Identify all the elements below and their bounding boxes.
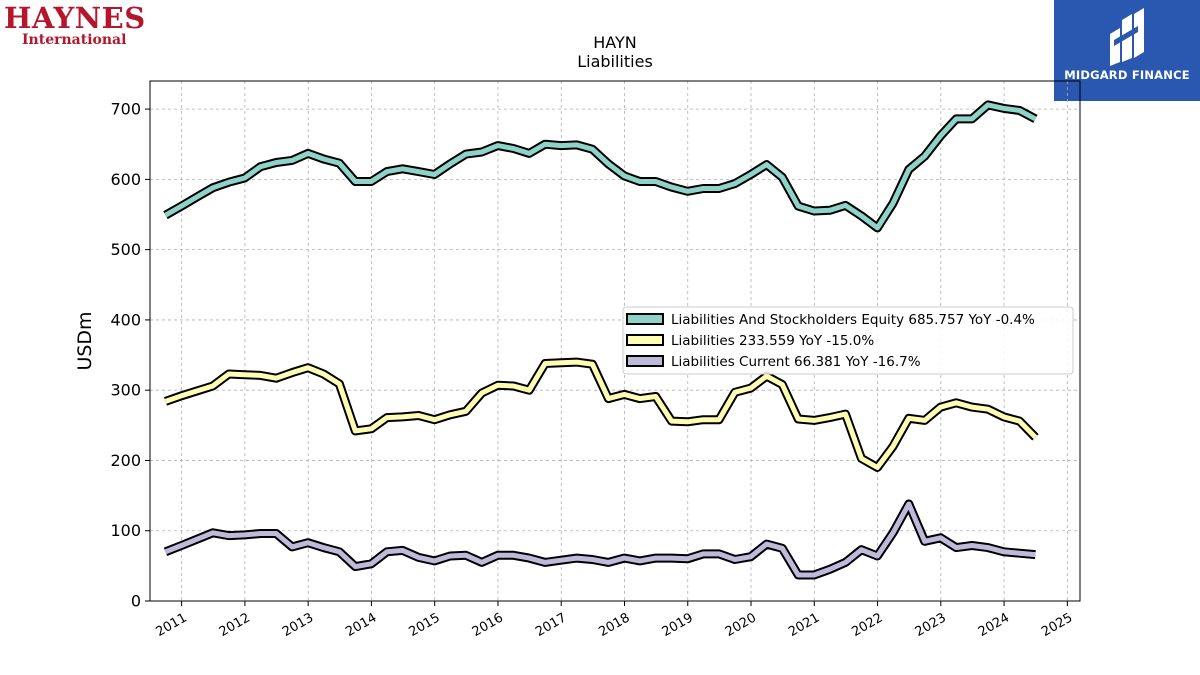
y-axis: 0 100 200 300 400 500 600 700 xyxy=(110,100,150,611)
y-tick-label: 600 xyxy=(110,170,141,189)
x-tick-label: 2025 xyxy=(1039,610,1075,640)
series-line xyxy=(164,102,1037,231)
legend-swatch xyxy=(626,355,664,367)
chart-title: HAYN xyxy=(593,33,636,52)
x-tick-label: 2017 xyxy=(533,610,569,640)
plot-frame xyxy=(149,80,1081,602)
y-tick-label: 100 xyxy=(110,521,141,540)
y-tick-label: 700 xyxy=(110,100,141,119)
chart-subtitle: Liabilities xyxy=(577,52,653,71)
series-line xyxy=(164,359,1038,470)
series-line xyxy=(164,501,1036,578)
x-axis: 2011 2012 2013 2014 2015 2016 2017 2018 2019 2020… xyxy=(153,601,1075,640)
x-tick-label: 2013 xyxy=(280,610,316,640)
logo-main-text: HAYNES xyxy=(4,1,146,35)
x-tick-label: 2012 xyxy=(217,610,253,640)
series-line-outline xyxy=(163,100,1038,233)
legend-entry-label: Liabilities Current 66.381 YoY -16.7% xyxy=(671,354,921,370)
legend: Liabilities And Stockholders Equity 685.… xyxy=(622,306,1074,375)
x-tick-label: 2015 xyxy=(407,610,443,640)
series-layer xyxy=(163,100,1039,580)
haynes-logo: HAYNES International xyxy=(4,3,164,53)
y-tick-label: 400 xyxy=(110,310,141,329)
y-tick-label: 200 xyxy=(110,451,141,470)
logo-sub-text: International xyxy=(22,32,127,48)
y-axis-label: USDm xyxy=(74,311,96,370)
midgard-finance-logo: MIDGARD FINANCE xyxy=(1054,0,1200,101)
midgard-finance-text: MIDGARD FINANCE xyxy=(1064,68,1190,82)
x-tick-label: 2020 xyxy=(723,610,759,640)
x-tick-label: 2019 xyxy=(660,610,696,640)
midgard-emblem-icon xyxy=(1110,8,1144,66)
x-tick-label: 2024 xyxy=(976,610,1012,640)
legend-swatch xyxy=(626,313,664,325)
y-tick-label: 0 xyxy=(131,592,141,611)
x-tick-label: 2023 xyxy=(913,610,949,640)
x-tick-label: 2022 xyxy=(849,610,885,640)
x-tick-label: 2014 xyxy=(343,610,379,640)
legend-swatch xyxy=(626,334,664,346)
legend-entry-label: Liabilities 233.559 YoY -15.0% xyxy=(671,333,874,349)
x-tick-label: 2011 xyxy=(153,610,189,640)
y-tick-label: 300 xyxy=(110,381,141,400)
series-equity xyxy=(163,100,1038,233)
x-tick-label: 2018 xyxy=(596,610,632,640)
y-tick-label: 500 xyxy=(110,240,141,259)
legend-box xyxy=(622,306,1074,375)
series-liabilities xyxy=(164,357,1039,472)
x-tick-label: 2016 xyxy=(470,610,506,640)
legend-entry-label: Liabilities And Stockholders Equity 685.… xyxy=(671,312,1035,328)
x-tick-label: 2021 xyxy=(786,610,822,640)
series-current xyxy=(163,499,1036,580)
